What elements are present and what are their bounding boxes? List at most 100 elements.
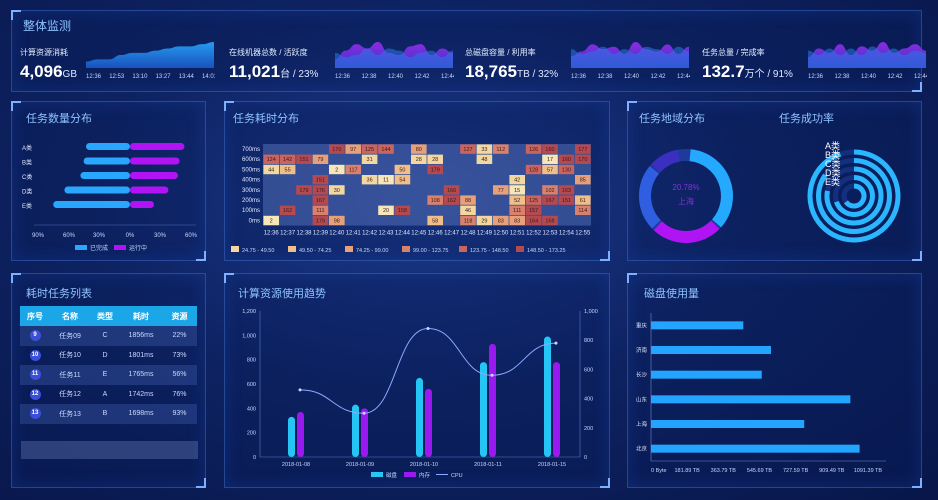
sparkline-time-label: 13:44 [179,74,195,80]
table-row[interactable]: 13 任务13 B 1698ms 93% [20,404,197,424]
svg-text:130: 130 [562,167,571,173]
memory-bar [297,411,304,457]
heatmap-cell: 2 [263,215,279,226]
svg-text:2: 2 [335,167,338,173]
table-cell: 56% [172,371,187,379]
success-ring [843,183,867,209]
sparkline-time-label: 12:40 [388,74,404,80]
duration-panel: 任务耗时分布 [224,101,610,261]
svg-text:48: 48 [481,157,487,163]
heatmap-cell: 114 [575,205,591,215]
table-row[interactable]: 11 任务11 E 1765ms 56% [20,365,197,385]
table-header-cell[interactable]: 资源 [171,311,188,321]
disk-bar [544,336,551,457]
trend-right-tick: 800 [584,338,593,344]
table-row[interactable]: 10 任务10 D 1801ms 73% [20,346,197,366]
long-task-table: 序号 名称 类型 耗时 资源 9 任务09 C 1856ms 22% 10 任务10 D 1801ms 7… [20,306,197,424]
heatmap-legend-label: 99.00 - 123.75 [413,248,448,254]
heatmap-y-label: 300ms [242,188,260,194]
success-title: 任务成功率 [779,113,834,125]
trend-chart: 0 200 400 600 800 1,000 1,200 0 200 400 600 800 1,00… [242,309,598,479]
trend-left-tick: 1,200 [242,309,256,315]
svg-text:50: 50 [399,167,405,173]
heatmap-cell: 48 [476,154,493,164]
heatmap-cell: 158 [394,205,411,215]
trend-right-tick: 1,000 [584,309,598,315]
table-header-cell[interactable]: 类型 [97,311,113,321]
success-ring [807,149,901,243]
heatmap-y-label: 0ms [249,218,260,224]
svg-text:177: 177 [578,147,587,153]
svg-text:57: 57 [547,167,553,173]
trend-title: 计算资源使用趋势 [238,288,326,300]
heatmap-y-label: 600ms [242,157,260,163]
kpi-number: 11,021 [229,62,281,81]
heatmap-cell: 83 [509,215,525,226]
table-header-cell[interactable]: 耗时 [133,311,149,321]
table-row[interactable]: 12 任务12 A 1742ms 76% [20,385,197,405]
task-count-chart: A类 B类 C类 D类 E类 90% 60% 30% 0% 30% 60% 已完成 运行中 [22,143,198,252]
region-segment [651,149,680,173]
heatmap-cell: 108 [427,195,443,205]
svg-text:15: 15 [514,188,520,194]
table-cell: 任务09 [59,332,81,340]
trend-x-label: 2018-01-08 [282,462,310,468]
table-cell: 11 [20,369,50,381]
svg-text:31: 31 [367,157,373,163]
heatmap-cell: 46 [460,205,476,215]
table-cell: 93% [172,410,187,418]
kpi-sparkline: 12:36 12:38 12:40 12:42 12:44 [808,42,927,80]
table-header-cell[interactable]: 名称 [62,311,78,321]
svg-text:179: 179 [299,188,308,194]
table-header-cell[interactable]: 序号 [27,311,43,321]
sparkline-time-label: 13:10 [132,74,148,80]
svg-text:163: 163 [562,188,571,194]
sparkline-area-2 [335,48,453,68]
cpu-point [298,388,302,392]
svg-text:80: 80 [416,147,422,153]
sparkline-area-2 [808,46,926,68]
heatmap-cell: 79 [312,154,329,164]
heatmap-cell: 42 [509,175,525,185]
table-cell: 10 [20,349,50,361]
heatmap-y-label: 500ms [242,167,260,173]
kpi-number: 132.7 [702,62,745,81]
heatmap-cell: 125 [525,195,542,205]
heatmap-cell: 54 [394,175,411,185]
trend-left-tick: 0 [253,455,256,461]
completed-bar [83,157,130,165]
svg-text:162: 162 [447,198,456,204]
svg-text:168: 168 [545,218,554,224]
sparkline-time-label: 12:40 [861,74,877,80]
heatmap-legend-label: 74.25 - 99.00 [356,248,388,254]
legend-swatch-disk [371,472,383,477]
table-cell: D [102,351,108,359]
svg-text:17: 17 [547,157,553,163]
disk-bar [651,395,851,404]
heatmap-cell: 176 [312,185,329,195]
disk-bar [651,420,805,428]
heatmap-x-label: 12:55 [575,231,591,237]
svg-text:117: 117 [349,167,358,173]
heatmap-cell: 151 [296,154,312,164]
sparkline-time-label: 12:38 [598,74,614,80]
kpi-label: 在线机器总数 / 活跃度 [229,48,308,57]
svg-text:179: 179 [316,218,325,224]
svg-text:83: 83 [514,218,520,224]
kpi-unit: 台 / 23% [280,69,319,80]
heatmap-x-label: 12:53 [542,231,558,237]
heatmap-cell: 157 [525,205,542,215]
svg-text:125: 125 [365,147,374,153]
svg-text:79: 79 [317,157,323,163]
sparkline-time-label: 12:40 [624,74,640,80]
heatmap-cell: 97 [345,144,361,154]
table-row[interactable]: 9 任务09 C 1856ms 22% [20,326,197,346]
svg-text:162: 162 [283,208,292,214]
kpi-sparkline: 12:36 12:38 12:40 12:42 12:44 [335,42,454,80]
kpi-value: 18,765TB / 32% [465,62,558,82]
heatmap-cell: 17 [542,154,558,164]
trend-right-tick: 200 [584,426,593,432]
memory-bar [361,408,368,457]
sparkline-time-label: 12:44 [441,74,454,80]
